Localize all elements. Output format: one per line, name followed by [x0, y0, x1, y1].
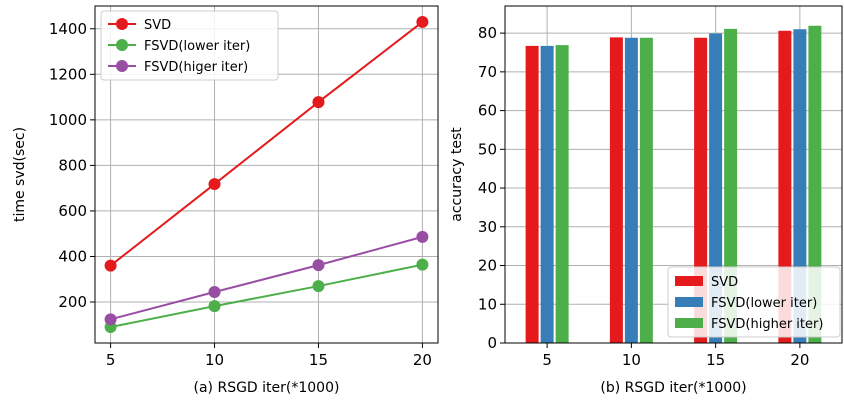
- legend-swatch: [675, 297, 703, 307]
- y-tick-label: 200: [58, 293, 87, 311]
- y-tick-label: 60: [478, 102, 497, 120]
- legend-swatch: [675, 276, 703, 286]
- bar: [525, 45, 539, 343]
- series-line-3: [110, 235, 423, 321]
- y-tick-label: 30: [478, 218, 497, 236]
- time-chart: 5 10 15 20 200 400 600 800 1000 1200 1400 (a) RSGD …: [12, 5, 439, 396]
- legend-label: FSVD(higer iter): [144, 60, 248, 75]
- legend-marker: [116, 39, 128, 51]
- y-axis-label: time svd(sec): [12, 127, 28, 222]
- data-point: [416, 230, 429, 243]
- y-tick-label: 1000: [49, 111, 87, 129]
- y-tick-label: 1200: [49, 65, 87, 83]
- x-tick-label: 5: [542, 351, 552, 369]
- data-point: [104, 313, 117, 326]
- x-tick-label: 20: [790, 351, 809, 369]
- data-point: [208, 178, 221, 191]
- bar: [808, 25, 822, 343]
- legend-box: [667, 266, 841, 338]
- data-point: [416, 258, 429, 271]
- bar: [555, 45, 569, 344]
- y-tick-label: 70: [478, 63, 497, 81]
- bar: [540, 45, 554, 343]
- x-tick-label: 10: [205, 351, 224, 369]
- data-point: [208, 300, 221, 313]
- legend-box: [100, 10, 279, 81]
- bar: [624, 37, 638, 344]
- legend-label: FSVD(higher iter): [711, 317, 823, 332]
- bar: [793, 29, 807, 343]
- bar: [709, 33, 723, 344]
- x-axis-label: (a) RSGD iter(*1000): [194, 380, 340, 396]
- legend-label: SVD: [711, 275, 738, 290]
- bar: [778, 30, 792, 344]
- y-tick-label: 20: [478, 257, 497, 275]
- y-tick-label: 0: [487, 334, 497, 352]
- x-tick-label: 5: [106, 351, 116, 369]
- legend-marker: [116, 60, 128, 72]
- data-point: [104, 259, 117, 272]
- y-tick-label: 40: [478, 179, 497, 197]
- data-point: [312, 280, 325, 293]
- legend-label: SVD: [144, 18, 171, 33]
- y-tick-label: 50: [478, 140, 497, 158]
- plot-frame: [94, 5, 439, 344]
- y-tick-label: 1400: [49, 20, 87, 38]
- data-point: [312, 259, 325, 272]
- legend-label: FSVD(lower iter): [144, 39, 250, 54]
- y-tick-label: 80: [478, 24, 497, 42]
- legend-marker: [116, 18, 128, 30]
- x-tick-label: 10: [622, 351, 641, 369]
- x-tick-label: 15: [309, 351, 328, 369]
- plot-frame: [504, 5, 843, 344]
- legend-swatch: [675, 318, 703, 328]
- legend: SVD FSVD(lower iter) FSVD(higer iter): [100, 10, 279, 81]
- y-tick-label: 10: [478, 295, 497, 313]
- legend-label: FSVD(lower iter): [711, 296, 817, 311]
- series-line-2: [110, 263, 423, 329]
- bar: [724, 28, 738, 343]
- series-line-1: [109, 21, 424, 267]
- x-tick-label: 20: [413, 351, 432, 369]
- bar: [609, 37, 623, 344]
- y-tick-label: 400: [58, 247, 87, 265]
- x-tick-label: 15: [706, 351, 725, 369]
- x-axis-label: (b) RSGD iter(*1000): [600, 380, 746, 396]
- y-tick-label: 800: [58, 156, 87, 174]
- data-point: [312, 96, 325, 109]
- legend: SVD FSVD(lower iter) FSVD(higher iter): [667, 266, 841, 338]
- accuracy-chart: 5 10 15 20 0 10 20 30 40 50 60 70 80 (b) RSGD iter(*1…: [449, 5, 843, 396]
- data-point: [208, 285, 221, 298]
- data-point: [416, 15, 429, 28]
- y-axis-label: accuracy test: [449, 127, 465, 222]
- bar: [639, 37, 653, 344]
- y-tick-label: 600: [58, 202, 87, 220]
